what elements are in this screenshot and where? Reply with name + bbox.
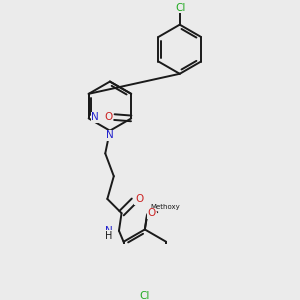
Text: O: O: [105, 112, 113, 122]
Text: Cl: Cl: [176, 3, 186, 13]
Text: H: H: [106, 231, 113, 241]
Text: N: N: [91, 112, 99, 122]
Text: N: N: [105, 226, 113, 236]
Text: Methoxy: Methoxy: [150, 205, 180, 211]
Text: O: O: [147, 208, 156, 218]
Text: N: N: [106, 130, 114, 140]
Text: O: O: [148, 206, 157, 216]
Text: O: O: [135, 194, 143, 205]
Text: Cl: Cl: [140, 291, 150, 300]
